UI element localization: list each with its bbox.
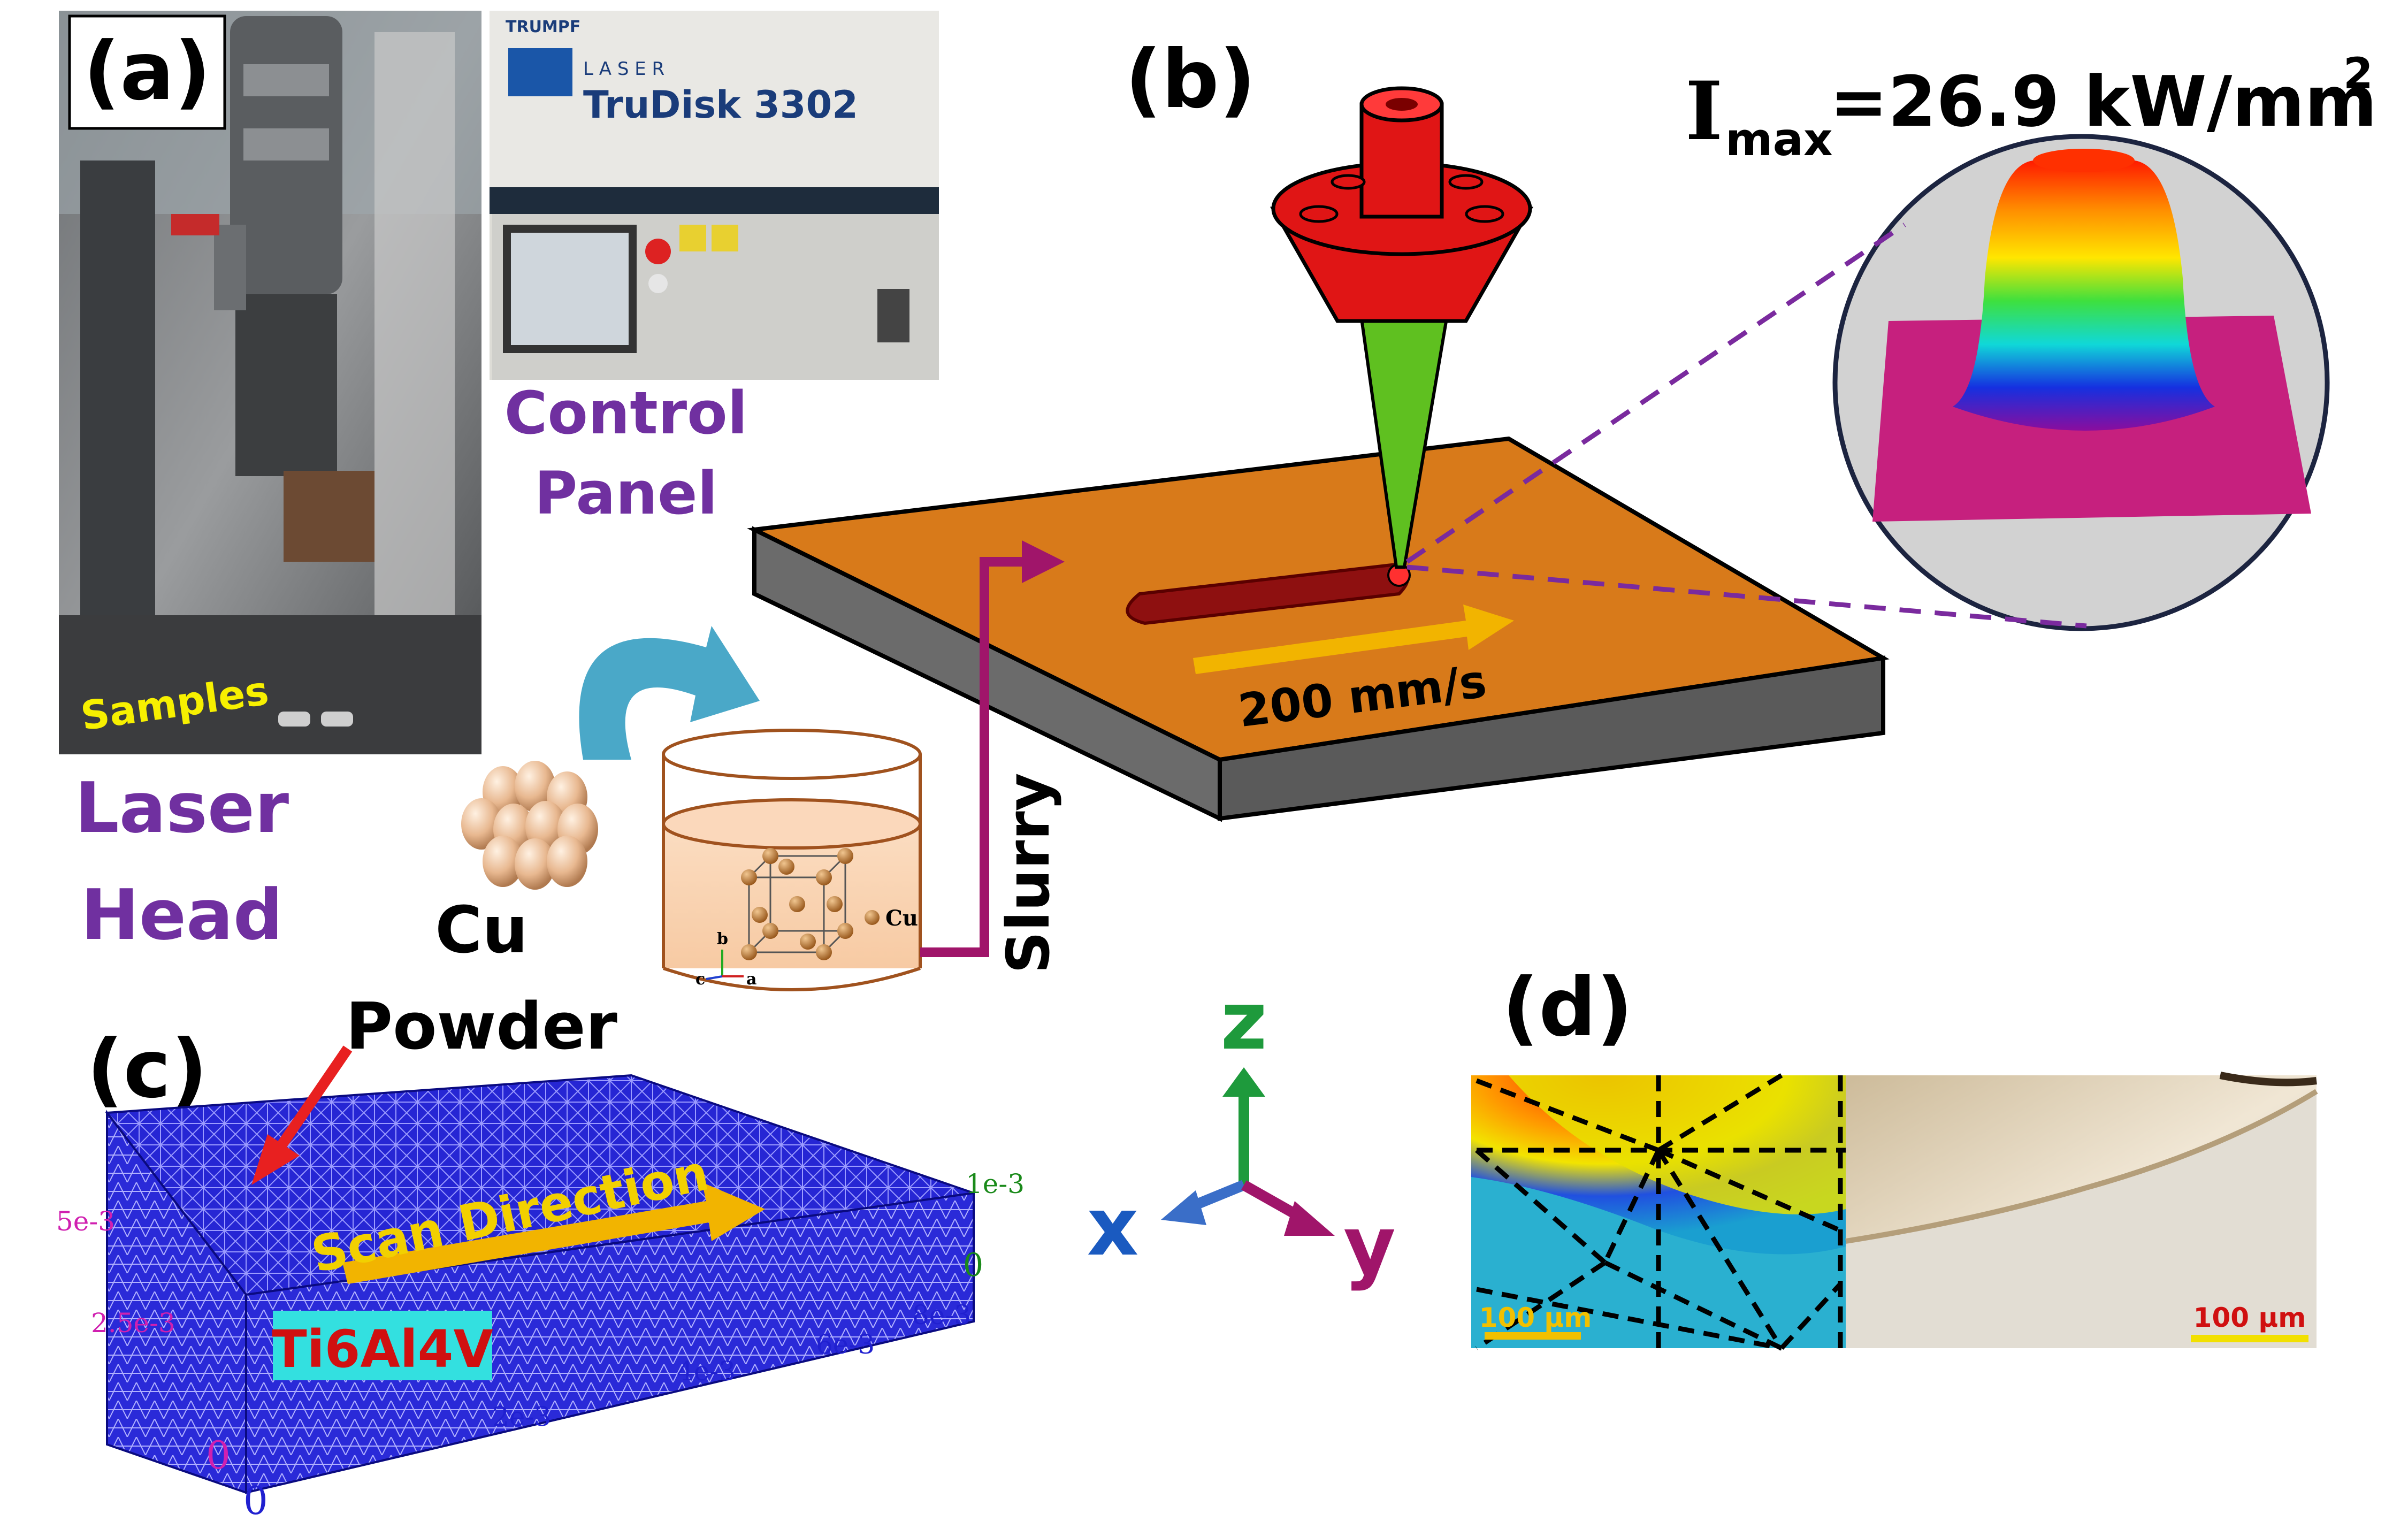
- panel-d-label: (d): [1502, 961, 1633, 1054]
- panel-d: (d) 100 µm: [1471, 961, 2318, 1351]
- scale-bar-left-label: 100 µm: [1479, 1302, 1592, 1333]
- laser-word: L A S E R: [583, 58, 664, 80]
- scan-speed-arrow: [1193, 605, 1514, 674]
- control-panel-photo: [490, 11, 939, 380]
- x-axis-label: x: [1087, 1181, 1139, 1274]
- lattice-axis-b: b: [717, 930, 728, 949]
- laser-head-label-line1: Laser: [75, 767, 289, 848]
- x-tick-6e-3: 6e-3: [816, 1329, 875, 1360]
- z-tick-0: 0: [206, 1433, 231, 1478]
- x-tick-8e-3: 8e-3: [912, 1299, 971, 1331]
- imax-subscript: max: [1725, 113, 1833, 166]
- scale-bar-right-label: 100 µm: [2193, 1302, 2306, 1333]
- lattice-axis-a: a: [746, 970, 756, 989]
- cu-powder-label-line2: Powder: [346, 990, 617, 1064]
- x-tick-0: 0: [243, 1478, 268, 1523]
- simulation-melt-pool-image: [1471, 1073, 1846, 1351]
- panel-c-label: (c): [87, 1023, 208, 1116]
- slurry-label: Slurry: [994, 773, 1062, 974]
- panel-a-label-box: [68, 14, 226, 130]
- beam-profile-magnifier: [1832, 134, 2330, 631]
- micrograph-image: [1845, 1072, 2318, 1348]
- laser-nozzle: [1270, 86, 1534, 323]
- z-tick-5e-3: 5e-3: [56, 1206, 115, 1237]
- control-panel-label-line1: Control: [504, 379, 748, 447]
- control-panel-label-line2: Panel: [534, 459, 718, 527]
- material-label: Ti6Al4V: [272, 1319, 493, 1379]
- lattice-axis-c: c: [695, 970, 705, 989]
- panel-b-label: (b): [1125, 33, 1256, 126]
- slurry-path: [920, 557, 1027, 957]
- beaker-cu-label: Cu: [885, 906, 918, 931]
- zoom-line-upper: [1405, 223, 1906, 564]
- y-tick-1e-3: 1e-3: [966, 1168, 1025, 1199]
- laser-head-photo: [59, 11, 481, 754]
- panel-b: (b) 200 mm/s I m: [346, 33, 2377, 1064]
- powder-pointer-arrow: [273, 1045, 353, 1153]
- imax-superscript: 2: [2343, 49, 2373, 98]
- panel-a-label: (a): [83, 25, 211, 118]
- y-axis-label: y: [1343, 1199, 1396, 1293]
- powder-pointer-head: [251, 1134, 300, 1185]
- z-axis-label: z: [1220, 975, 1267, 1068]
- imax-value: =26.9 kW/mm: [1830, 61, 2377, 142]
- mesh-block: [105, 1074, 975, 1494]
- panel-c: (c) Scan Direction Ti6Al4V 5e-3 2.5e-3 0…: [56, 1023, 1025, 1523]
- cu-powder-label-line1: Cu: [435, 893, 528, 968]
- imax-symbol: I: [1685, 64, 1723, 158]
- cu-powder-cluster: [461, 761, 598, 890]
- x-tick-2e-3: 2e-3: [492, 1401, 551, 1432]
- slurry-arrowhead: [1022, 540, 1065, 583]
- substrate-plate: [747, 436, 1890, 822]
- laser-head-label-line2: Head: [81, 874, 283, 955]
- slurry-beaker: [662, 729, 922, 991]
- trumpf-brand: TRUMPF: [506, 18, 580, 36]
- scan-direction-arrow: [342, 1182, 765, 1284]
- z-tick-2.5e-3: 2.5e-3: [91, 1308, 175, 1339]
- y-tick-0: 0: [963, 1247, 983, 1284]
- material-badge: [273, 1311, 492, 1380]
- zoom-line-lower: [1406, 564, 2087, 629]
- axes-triad: z x y: [1087, 975, 1396, 1293]
- panel-a: (a) Samples TRUMPF L A S E R TruDisk 330…: [59, 11, 939, 955]
- powder-transfer-arrow: [579, 626, 760, 760]
- x-tick-4e-3: 4e-3: [677, 1356, 736, 1387]
- trudisk-model: TruDisk 3302: [583, 83, 858, 127]
